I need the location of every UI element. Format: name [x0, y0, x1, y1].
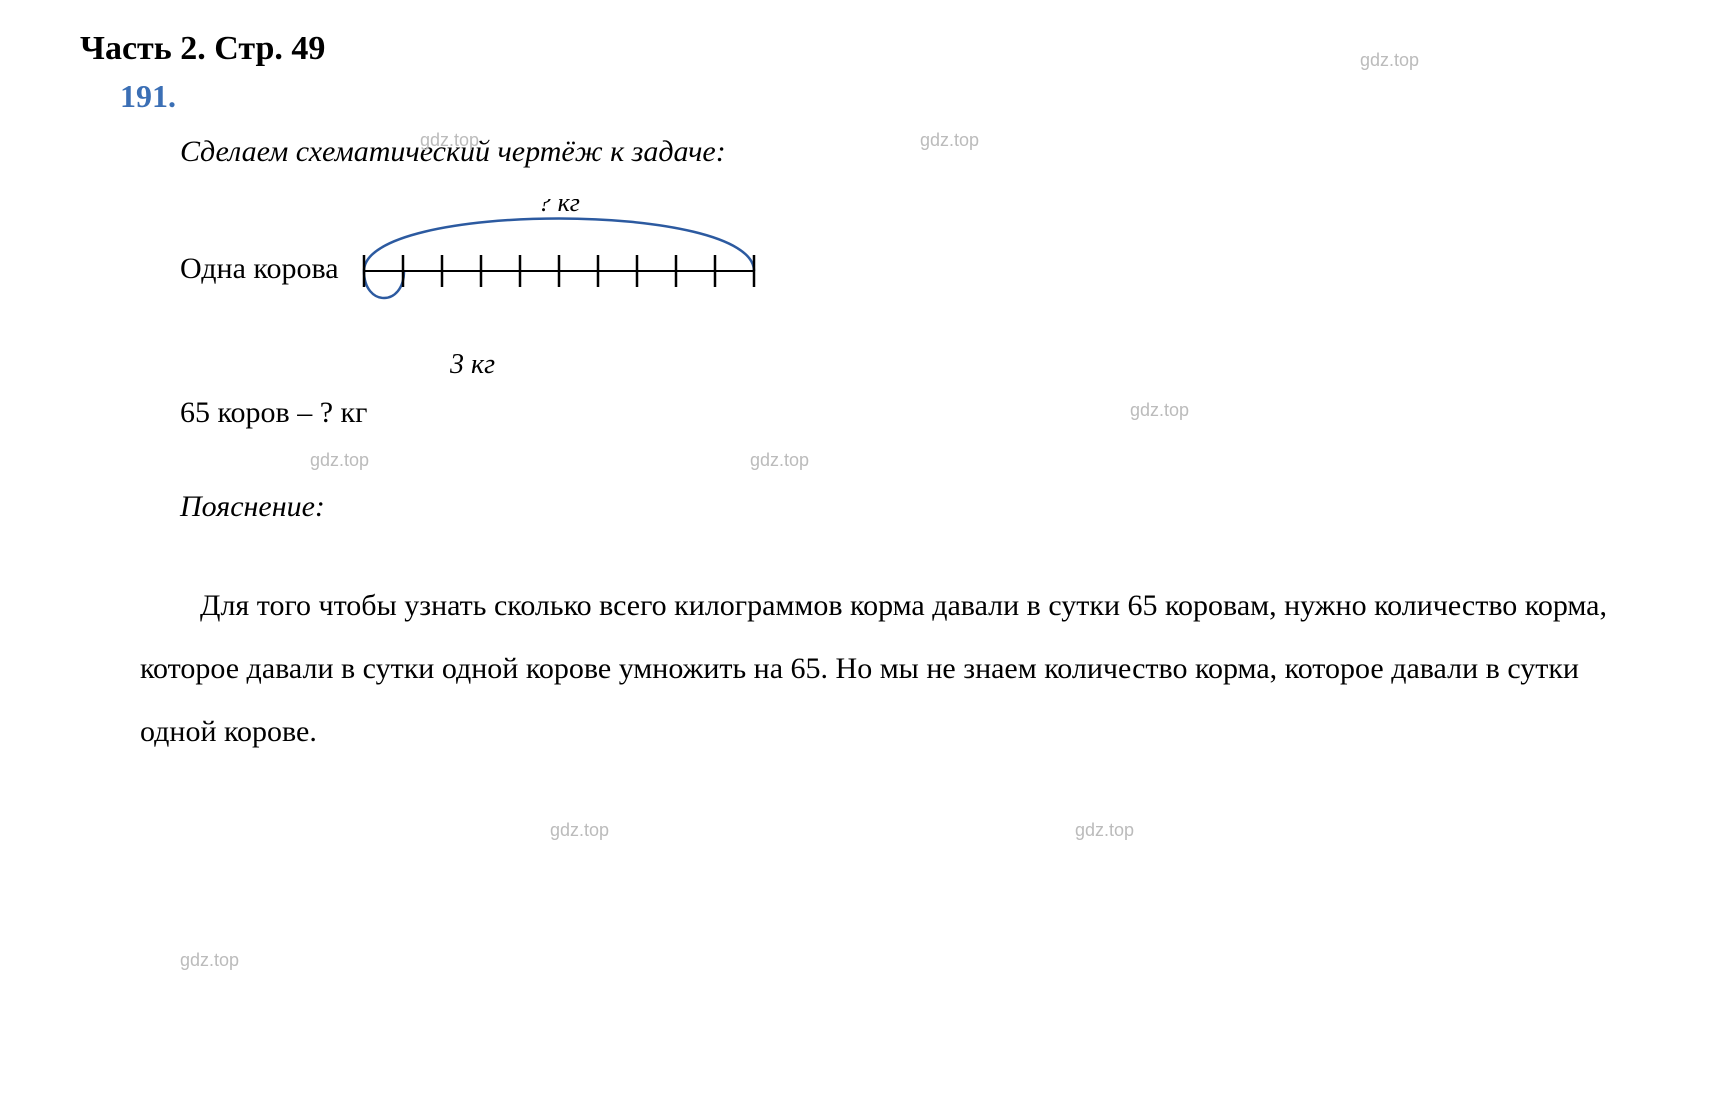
instruction-text: Сделаем схематический чертёж к задаче:	[180, 135, 1646, 169]
explanation-title: Пояснение:	[180, 490, 1646, 524]
top-arc-label: ? кг	[538, 199, 580, 217]
cows-line: 65 коров – ? кг	[180, 396, 1646, 430]
number-line-diagram: ? кг	[354, 199, 794, 339]
watermark: gdz.top	[180, 950, 239, 971]
part-heading: Часть 2. Стр. 49	[80, 30, 1646, 68]
watermark: gdz.top	[310, 450, 369, 471]
watermark: gdz.top	[1075, 820, 1134, 841]
diagram-row: Одна корова ? кг	[180, 199, 1646, 339]
bottom-arc	[364, 271, 404, 298]
explanation-body: Для того чтобы узнать сколько всего кило…	[140, 574, 1646, 763]
watermark: gdz.top	[750, 450, 809, 471]
problem-number: 191.	[120, 78, 1646, 115]
diagram-row-label: Одна корова	[180, 252, 339, 286]
bottom-arc-label: 3 кг	[450, 349, 1646, 381]
watermark: gdz.top	[550, 820, 609, 841]
